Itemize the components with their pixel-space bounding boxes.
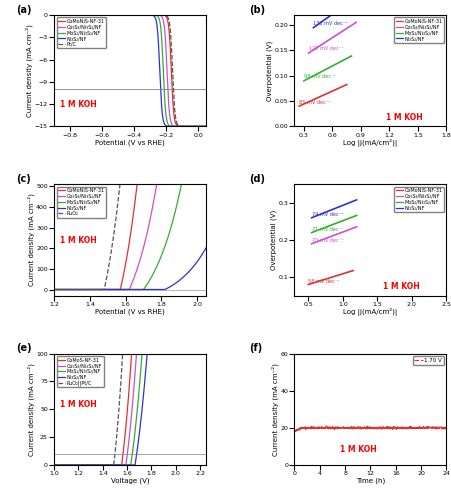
X-axis label: Potential (V vs RHE): Potential (V vs RHE) <box>95 308 165 315</box>
Text: 98 mV dec⁻¹: 98 mV dec⁻¹ <box>304 74 336 80</box>
Text: (d): (d) <box>249 174 265 184</box>
Text: 70 mV dec⁻¹: 70 mV dec⁻¹ <box>312 238 343 243</box>
Text: 74 mV dec⁻¹: 74 mV dec⁻¹ <box>312 212 343 217</box>
Y-axis label: Overpotential (V): Overpotential (V) <box>267 40 273 101</box>
X-axis label: Time (h): Time (h) <box>356 478 385 484</box>
Y-axis label: Current density (mA cm⁻²): Current density (mA cm⁻²) <box>26 24 33 117</box>
Text: 85 mV dec⁻¹: 85 mV dec⁻¹ <box>299 100 331 104</box>
Text: 1 M KOH: 1 M KOH <box>60 236 97 246</box>
Y-axis label: Current density (mA cm⁻²): Current density (mA cm⁻²) <box>27 194 35 286</box>
Legend: CoMoNiS-NF-31, Co₉S₈/Ni₃S₂/NF, MoS₂/Ni₃S₂/NF, Ni₃S₂/NF, Pt/C: CoMoNiS-NF-31, Co₉S₈/Ni₃S₂/NF, MoS₂/Ni₃S… <box>56 18 106 48</box>
Text: (a): (a) <box>16 5 32 15</box>
Legend: CoMoS-NF-31, Co₉S₈/Ni₃S₂/NF, MoS₂/Ni₃S₂/NF, Ni₃S₂/NF, RuO₂||Pt/C: CoMoS-NF-31, Co₉S₈/Ni₃S₂/NF, MoS₂/Ni₃S₂/… <box>56 356 104 388</box>
Y-axis label: Current density (mA cm⁻²): Current density (mA cm⁻²) <box>272 363 279 456</box>
Text: 58 mV dec⁻¹: 58 mV dec⁻¹ <box>308 279 340 284</box>
X-axis label: Potential (V vs RHE): Potential (V vs RHE) <box>95 139 165 145</box>
Y-axis label: Overpotential (V): Overpotential (V) <box>271 210 277 270</box>
Legend: 1.70 V: 1.70 V <box>413 356 444 364</box>
Text: 133 mV dec⁻¹: 133 mV dec⁻¹ <box>313 21 348 26</box>
Text: (f): (f) <box>249 344 262 353</box>
Text: 1 M KOH: 1 M KOH <box>60 400 97 409</box>
Text: (b): (b) <box>249 5 265 15</box>
X-axis label: Voltage (V): Voltage (V) <box>111 478 149 484</box>
Text: 1 M KOH: 1 M KOH <box>60 100 97 110</box>
Y-axis label: Current density (mA cm⁻²): Current density (mA cm⁻²) <box>28 363 35 456</box>
Text: (e): (e) <box>16 344 32 353</box>
Text: (c): (c) <box>16 174 31 184</box>
Legend: CoMoNiS-NF-31, Co₉S₈/Ni₃S₂/NF, MoS₂/Ni₃S₂/NF, Ni₃S₂/NF: CoMoNiS-NF-31, Co₉S₈/Ni₃S₂/NF, MoS₂/Ni₃S… <box>394 18 444 42</box>
Text: 121 mV dec⁻¹: 121 mV dec⁻¹ <box>308 46 343 52</box>
Text: 1 M KOH: 1 M KOH <box>382 282 419 291</box>
X-axis label: Log |j(mA/cm²)|: Log |j(mA/cm²)| <box>343 139 398 147</box>
Text: 1 M KOH: 1 M KOH <box>386 112 423 122</box>
Text: 71 mV dec⁻¹: 71 mV dec⁻¹ <box>312 227 343 232</box>
Legend: CoMoNiS-NF-31, Co₉S₈/Ni₃S₂/NF, MoS₂/Ni₃S₂/NF, Ni₃S₂/NF, RuO₂: CoMoNiS-NF-31, Co₉S₈/Ni₃S₂/NF, MoS₂/Ni₃S… <box>56 186 106 218</box>
X-axis label: Log |j(mA/cm²)|: Log |j(mA/cm²)| <box>343 308 398 316</box>
Text: 1 M KOH: 1 M KOH <box>340 444 377 454</box>
Legend: CoMoNiS-NF-31, Co₉S₈/Ni₃S₂/NF, MoS₂/Ni₃S₂/NF, Ni₃S₂/NF: CoMoNiS-NF-31, Co₉S₈/Ni₃S₂/NF, MoS₂/Ni₃S… <box>394 186 444 212</box>
